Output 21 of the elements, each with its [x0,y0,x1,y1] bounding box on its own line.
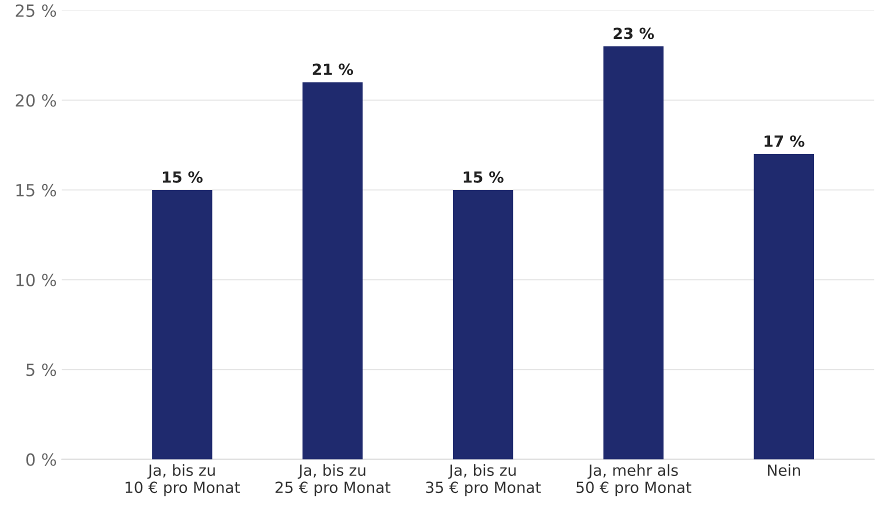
data-label: 21 % [312,64,354,76]
data-label: 23 % [614,28,654,40]
y-tick-label: 5 % [26,363,56,376]
y-tick-label: 15 % [16,184,56,197]
bar [754,154,814,460]
data-label: 15 % [162,171,203,183]
y-tick-label: 0 % [26,453,56,466]
x-tick-label: Ja, mehr als 50 € pro Monat [576,464,692,496]
bar [603,46,664,460]
y-tick-label: 20 % [16,94,56,107]
bar [152,190,212,460]
y-tick-label: 10 % [16,274,56,286]
y-tick-label: 25 % [16,4,56,17]
x-tick-label: Ja, bis zu 35 € pro Monat [426,464,541,496]
data-label: 15 % [464,171,504,183]
bar [302,82,363,460]
data-label: 17 % [764,135,804,147]
x-tick-label: Nein [768,464,800,476]
bar [452,190,514,460]
x-tick-label: Ja, bis zu 10 € pro Monat [126,464,240,496]
x-tick-label: Ja, bis zu 25 € pro Monat [276,464,390,496]
